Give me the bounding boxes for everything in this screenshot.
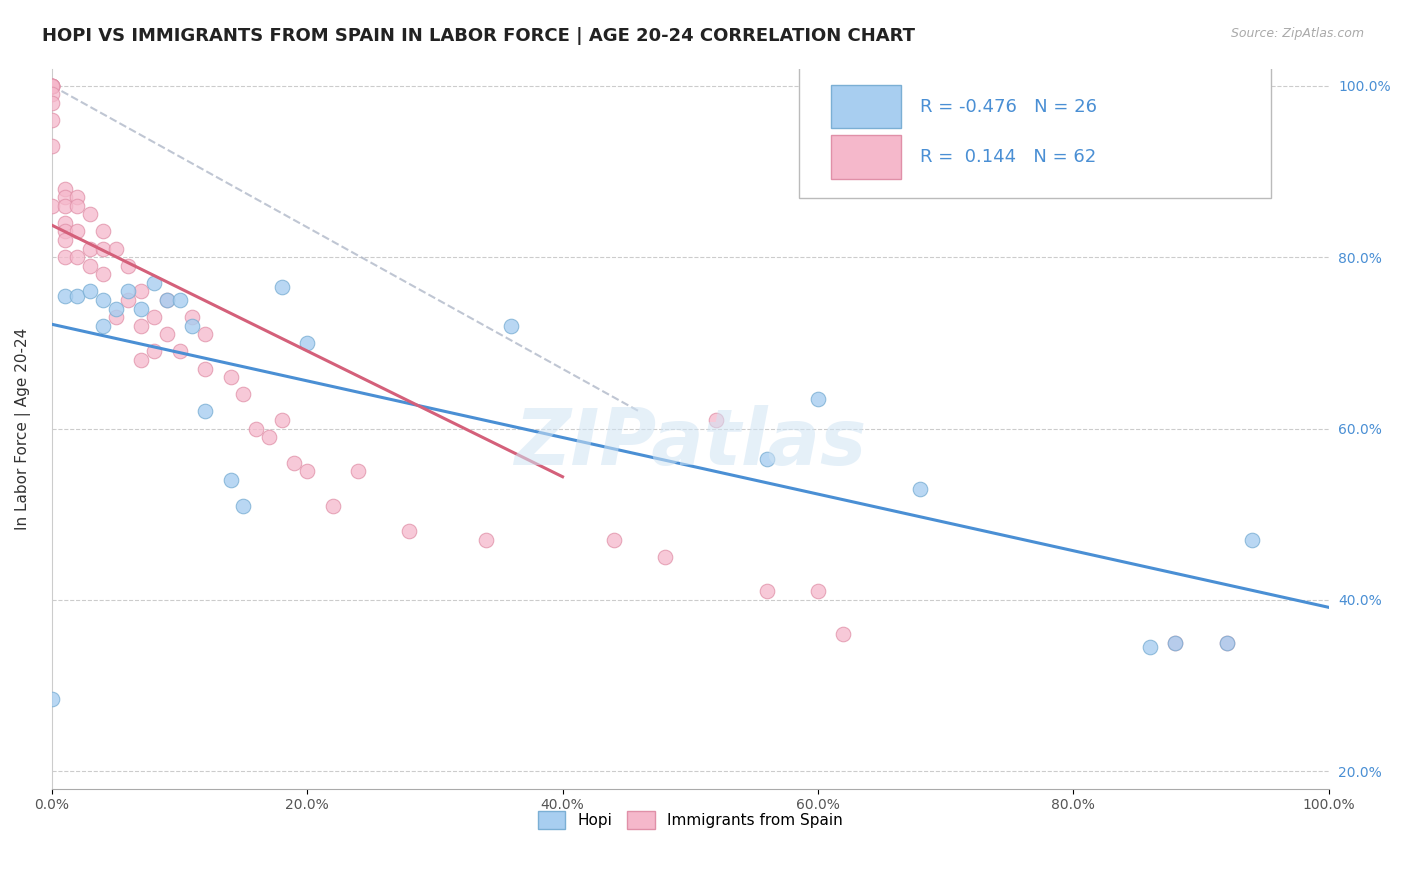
Point (41, 691, 63, 706)
Point (347, 464, 370, 478)
Point (129, 285, 152, 299)
FancyBboxPatch shape (831, 85, 901, 128)
Point (41, 87, 63, 102)
Point (143, 310, 166, 324)
FancyBboxPatch shape (831, 136, 901, 178)
Point (832, 627, 855, 641)
Point (41, 199, 63, 213)
Point (295, 335, 318, 350)
Point (181, 310, 204, 324)
Point (41, 78, 63, 93)
Point (156, 293, 179, 307)
Point (1139, 640, 1161, 654)
Point (104, 310, 127, 324)
Point (1241, 533, 1264, 547)
Point (501, 318, 523, 333)
Point (53, 288, 76, 302)
Point (117, 293, 139, 307)
FancyBboxPatch shape (799, 65, 1271, 198)
Point (1164, 636, 1187, 650)
Point (79, 285, 101, 299)
Point (295, 464, 318, 478)
Point (475, 533, 498, 547)
Point (53, 250, 76, 264)
Point (79, 207, 101, 221)
Point (129, 318, 152, 333)
Point (41, 78, 63, 93)
Point (91, 267, 114, 281)
Point (53, 224, 76, 238)
Point (245, 421, 267, 435)
Point (807, 392, 830, 406)
Point (104, 242, 127, 256)
Point (41, 112, 63, 127)
Text: R = -0.476   N = 26: R = -0.476 N = 26 (920, 98, 1097, 116)
Point (53, 190, 76, 204)
Point (1215, 636, 1237, 650)
Point (129, 353, 152, 368)
Point (322, 499, 344, 513)
Point (41, 78, 63, 93)
Point (602, 533, 624, 547)
Point (181, 318, 204, 333)
Point (257, 430, 280, 444)
Point (232, 387, 254, 401)
Point (156, 327, 179, 342)
Point (1215, 636, 1237, 650)
Point (41, 78, 63, 93)
Point (104, 301, 127, 316)
Point (1164, 636, 1187, 650)
Point (66, 224, 89, 238)
Point (91, 293, 114, 307)
Point (169, 293, 191, 307)
Point (156, 293, 179, 307)
Point (117, 285, 139, 299)
Point (219, 370, 242, 384)
Point (654, 550, 676, 565)
Point (41, 78, 63, 93)
Point (169, 344, 191, 359)
Point (194, 404, 217, 418)
Point (66, 199, 89, 213)
Point (704, 413, 727, 427)
Point (143, 344, 166, 359)
Point (41, 95, 63, 110)
Point (232, 499, 254, 513)
Point (66, 190, 89, 204)
Point (270, 413, 292, 427)
Point (807, 584, 830, 599)
Point (283, 456, 305, 470)
Point (143, 276, 166, 290)
Text: Source: ZipAtlas.com: Source: ZipAtlas.com (1230, 27, 1364, 40)
Point (117, 259, 139, 273)
Point (755, 584, 778, 599)
Point (91, 318, 114, 333)
Point (79, 259, 101, 273)
Text: ZIPatlas: ZIPatlas (515, 405, 866, 481)
Point (194, 361, 217, 376)
Point (53, 181, 76, 195)
Point (270, 280, 292, 294)
Point (91, 224, 114, 238)
Point (53, 216, 76, 230)
Point (908, 482, 931, 496)
Point (194, 327, 217, 342)
Text: HOPI VS IMMIGRANTS FROM SPAIN IN LABOR FORCE | AGE 20-24 CORRELATION CHART: HOPI VS IMMIGRANTS FROM SPAIN IN LABOR F… (42, 27, 915, 45)
Text: R =  0.144   N = 62: R = 0.144 N = 62 (920, 148, 1097, 166)
Point (41, 138, 63, 153)
Point (91, 242, 114, 256)
Point (129, 301, 152, 316)
Point (755, 451, 778, 466)
Point (53, 199, 76, 213)
Point (219, 473, 242, 487)
Y-axis label: In Labor Force | Age 20-24: In Labor Force | Age 20-24 (15, 327, 31, 530)
Legend: Hopi, Immigrants from Spain: Hopi, Immigrants from Spain (531, 805, 849, 835)
Point (41, 78, 63, 93)
Point (398, 524, 420, 539)
Point (53, 233, 76, 247)
Point (66, 250, 89, 264)
Point (79, 242, 101, 256)
Point (66, 288, 89, 302)
